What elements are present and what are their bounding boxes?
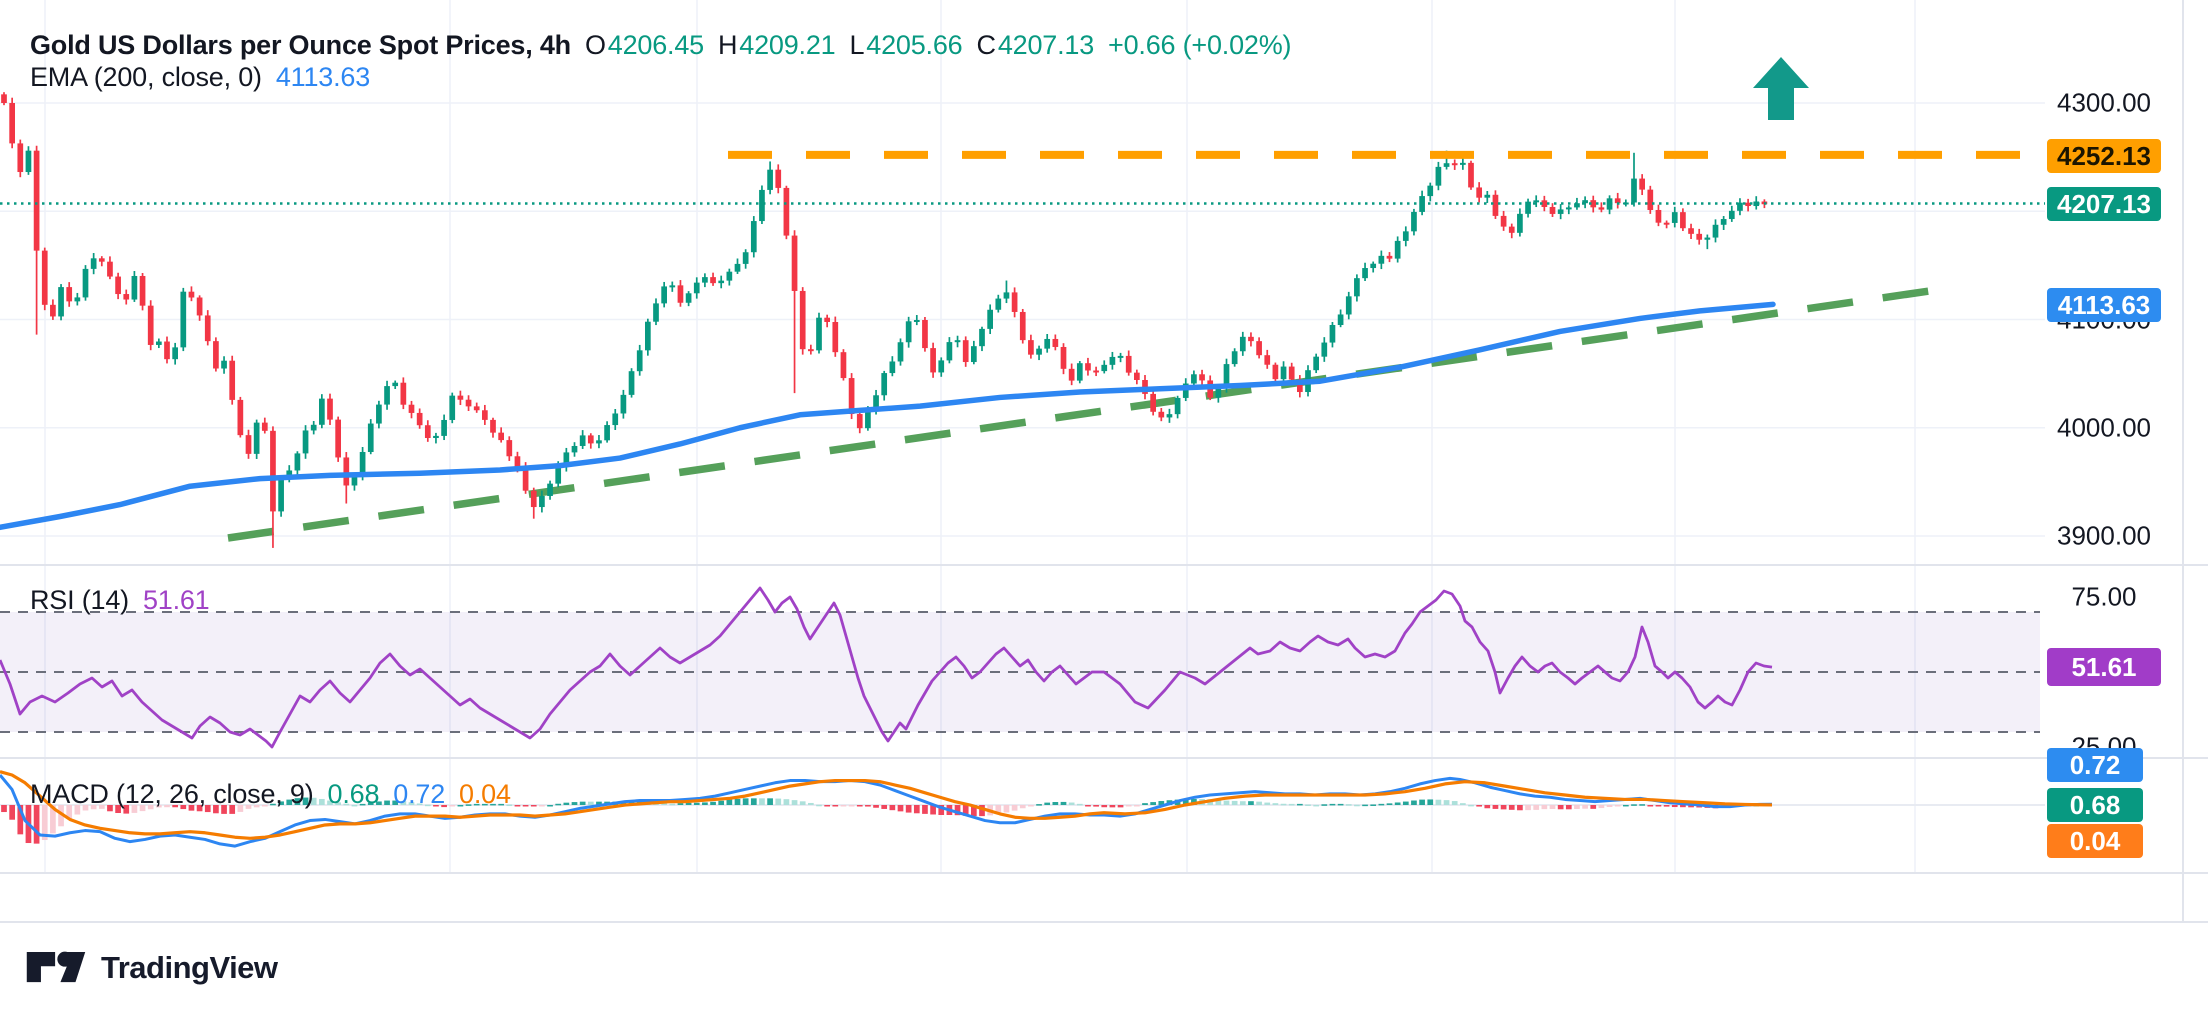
rsi-legend[interactable]: RSI (14) 51.61 (30, 585, 210, 616)
ema-label: EMA (200, close, 0) (30, 62, 262, 92)
tradingview-logo[interactable]: TradingView (25, 948, 278, 988)
high-label: H (717, 30, 738, 60)
low-value: 4205.66 (866, 30, 963, 60)
macd-legend[interactable]: MACD (12, 26, close, 9) 0.68 0.72 0.04 (30, 779, 511, 810)
macd-badge: 0.68 (2047, 788, 2143, 822)
price-badge: 4113.63 (2047, 288, 2161, 322)
axis-price-label: 4000.00 (2057, 412, 2151, 443)
ema-legend[interactable]: EMA (200, close, 0) 4113.63 (30, 62, 370, 93)
macd-line-value: 0.72 (393, 779, 446, 809)
ema-value: 4113.63 (275, 62, 371, 92)
time-axis[interactable]: 22Nov91623Dec713 (0, 873, 2208, 922)
symbol-title: Gold US Dollars per Ounce Spot Prices, 4… (30, 30, 571, 60)
macd-badge: 0.72 (2047, 748, 2143, 782)
close-label: C (976, 30, 997, 60)
tradingview-logo-text: TradingView (101, 950, 278, 985)
axis-price-label: 3900.00 (2057, 520, 2151, 551)
macd-label: MACD (12, 26, close, 9) (30, 779, 314, 809)
close-value: 4207.13 (997, 30, 1095, 60)
symbol-legend[interactable]: Gold US Dollars per Ounce Spot Prices, 4… (30, 30, 1292, 61)
low-label: L (849, 30, 865, 60)
high-value: 4209.21 (739, 30, 836, 60)
rsi-value: 51.61 (142, 585, 210, 615)
change-value: +0.66 (+0.02%) (1108, 30, 1292, 60)
macd-signal-value: 0.04 (459, 779, 511, 809)
macd-hist-value: 0.68 (327, 779, 380, 809)
tradingview-logo-icon (26, 951, 86, 983)
rsi-badge: 51.61 (2047, 648, 2161, 686)
open-value: 4206.45 (607, 30, 704, 60)
rsi-label: RSI (14) (30, 585, 129, 615)
axis-price-label: 75.00 (2071, 581, 2137, 612)
macd-badge: 0.04 (2047, 824, 2143, 858)
open-label: O (584, 30, 606, 60)
price-badge: 4207.13 (2047, 187, 2161, 221)
axis-price-label: 4300.00 (2057, 87, 2151, 118)
price-badge: 4252.13 (2047, 139, 2161, 173)
